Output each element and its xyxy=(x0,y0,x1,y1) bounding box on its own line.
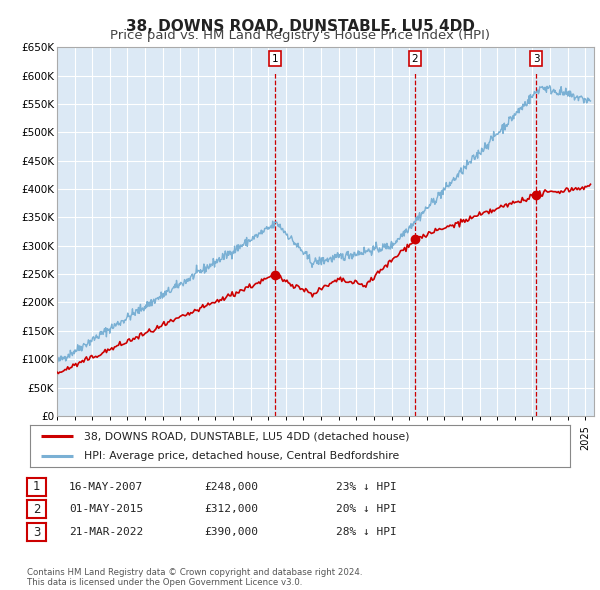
Text: 1: 1 xyxy=(33,480,40,493)
Text: 01-MAY-2015: 01-MAY-2015 xyxy=(69,504,143,514)
Text: 16-MAY-2007: 16-MAY-2007 xyxy=(69,482,143,491)
Text: 3: 3 xyxy=(33,526,40,539)
Text: Price paid vs. HM Land Registry's House Price Index (HPI): Price paid vs. HM Land Registry's House … xyxy=(110,30,490,42)
Text: HPI: Average price, detached house, Central Bedfordshire: HPI: Average price, detached house, Cent… xyxy=(84,451,399,461)
Text: 28% ↓ HPI: 28% ↓ HPI xyxy=(336,527,397,537)
Text: 3: 3 xyxy=(533,54,539,64)
Text: 2: 2 xyxy=(412,54,418,64)
Text: £390,000: £390,000 xyxy=(204,527,258,537)
Text: 2: 2 xyxy=(33,503,40,516)
Text: 23% ↓ HPI: 23% ↓ HPI xyxy=(336,482,397,491)
Text: £248,000: £248,000 xyxy=(204,482,258,491)
Text: 21-MAR-2022: 21-MAR-2022 xyxy=(69,527,143,537)
Text: 20% ↓ HPI: 20% ↓ HPI xyxy=(336,504,397,514)
Text: £312,000: £312,000 xyxy=(204,504,258,514)
Text: 38, DOWNS ROAD, DUNSTABLE, LU5 4DD: 38, DOWNS ROAD, DUNSTABLE, LU5 4DD xyxy=(125,19,475,34)
Text: Contains HM Land Registry data © Crown copyright and database right 2024.
This d: Contains HM Land Registry data © Crown c… xyxy=(27,568,362,587)
Text: 1: 1 xyxy=(271,54,278,64)
Text: 38, DOWNS ROAD, DUNSTABLE, LU5 4DD (detached house): 38, DOWNS ROAD, DUNSTABLE, LU5 4DD (deta… xyxy=(84,431,409,441)
